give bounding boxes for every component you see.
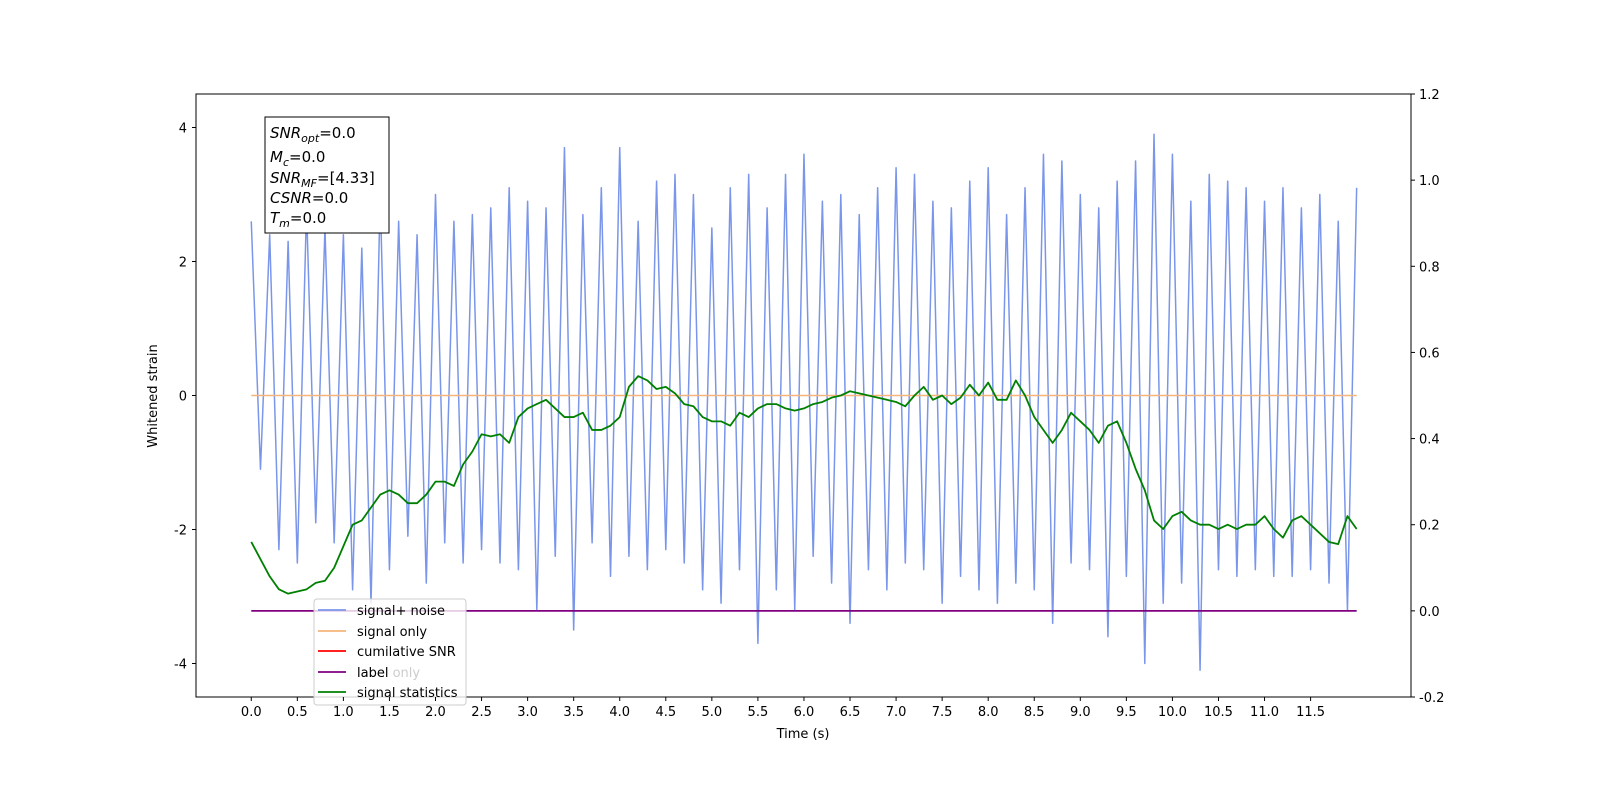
y-tick-label: 4: [179, 122, 187, 137]
annotation-name: SNR: [270, 169, 301, 187]
annotation: CSNR=0.0: [270, 189, 348, 207]
x-tick-label: 11.0: [1250, 705, 1279, 720]
annotation-name: SNR: [270, 124, 301, 142]
y2-tick-label: 0.2: [1419, 519, 1440, 534]
annotation-name: CSNR: [270, 189, 312, 207]
x-tick-label: 8.0: [978, 705, 999, 720]
annotation-value: =[4.33]: [317, 169, 375, 187]
legend-label: signal statistics: [357, 686, 458, 701]
y-tick-label: -2: [174, 524, 187, 539]
annotation: SNRopt=0.0: [270, 124, 356, 145]
annotation-value: =0.0: [289, 148, 325, 166]
x-tick-label: 6.5: [840, 705, 861, 720]
legend-label: signal+ noise: [357, 604, 445, 619]
annotation-sub: opt: [301, 132, 320, 145]
x-tick-label: 8.5: [1024, 705, 1045, 720]
x-tick-label: 2.5: [471, 705, 492, 720]
x-tick-label: 9.0: [1070, 705, 1091, 720]
legend-label: label: [357, 666, 388, 681]
legend-hidden-label: label only: [357, 666, 420, 681]
annotation-box: [264, 116, 390, 234]
x-tick-label: 1.0: [333, 705, 354, 720]
y2-tick-label: 0.0: [1419, 605, 1440, 620]
annotation-value: =0.0: [290, 209, 326, 227]
annotation: Mc=0.0: [270, 148, 325, 169]
annotation: SNRMF=[4.33]: [270, 169, 375, 190]
legend-label: signal only: [357, 625, 427, 640]
y-tick-label: 0: [179, 390, 187, 405]
annotation-sub: MF: [301, 177, 317, 190]
y2-tick-label: -0.2: [1419, 691, 1444, 706]
x-tick-label: 7.5: [932, 705, 953, 720]
legend: [313, 598, 467, 706]
y2-tick-label: 0.8: [1419, 260, 1440, 275]
y2-tick-label: 0.6: [1419, 346, 1440, 361]
y2-tick-label: 0.4: [1419, 433, 1440, 448]
series-line: [250, 375, 1358, 595]
x-tick-label: 10.0: [1158, 705, 1187, 720]
annotation-sub: m: [279, 217, 290, 230]
x-axis-label: Time (s): [776, 727, 830, 742]
x-tick-label: 0.5: [287, 705, 308, 720]
x-tick-label: 2.0: [425, 705, 446, 720]
y2-tick-label: 1.2: [1419, 88, 1440, 103]
x-tick-label: 11.5: [1296, 705, 1325, 720]
annotation-sub: c: [283, 156, 289, 169]
x-tick-label: 10.5: [1204, 705, 1233, 720]
x-tick-label: 6.0: [794, 705, 815, 720]
y-axis-label: Whitened strain: [146, 344, 161, 447]
x-tick-label: 5.5: [748, 705, 769, 720]
series-line: [250, 133, 1358, 671]
x-tick-label: 0.0: [241, 705, 262, 720]
x-tick-label: 3.0: [517, 705, 538, 720]
x-tick-label: 9.5: [1116, 705, 1137, 720]
x-tick-label: 1.5: [379, 705, 400, 720]
annotation: Tm=0.0: [270, 209, 326, 230]
x-tick-label: 3.5: [563, 705, 584, 720]
y-tick-label: -4: [174, 658, 187, 673]
annotation-name: M: [270, 148, 283, 166]
annotation-name: T: [270, 209, 281, 227]
annotation-value: =0.0: [319, 124, 355, 142]
x-tick-label: 7.0: [886, 705, 907, 720]
x-tick-label: 4.0: [609, 705, 630, 720]
y-tick-label: 2: [179, 256, 187, 271]
legend-label: cumilative SNR: [357, 645, 456, 660]
x-tick-label: 4.5: [655, 705, 676, 720]
annotation-value: =0.0: [312, 189, 348, 207]
y2-tick-label: 1.0: [1419, 174, 1440, 189]
x-tick-label: 5.0: [702, 705, 723, 720]
